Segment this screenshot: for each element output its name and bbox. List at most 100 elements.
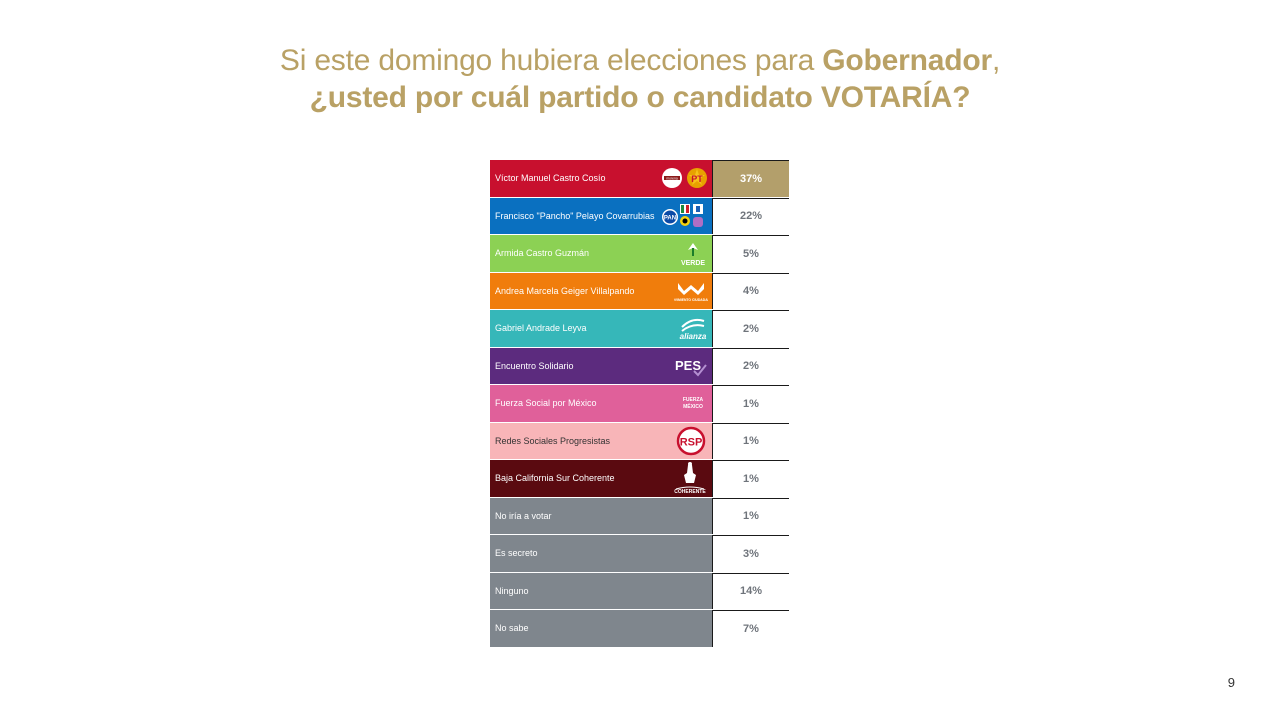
table-row: Víctor Manuel Castro Cosío morena PT 37%	[490, 160, 789, 197]
title-line-1-text: Si este domingo hubiera elecciones para	[279, 44, 823, 77]
row-label: Encuentro Solidario	[495, 360, 574, 371]
svg-text:morena: morena	[666, 177, 678, 181]
column-divider	[712, 272, 713, 309]
column-divider	[712, 535, 713, 572]
svg-text:RSP: RSP	[680, 436, 703, 448]
row-label: Víctor Manuel Castro Cosío	[495, 173, 606, 184]
row-label: Redes Sociales Progresistas	[495, 435, 611, 446]
row-value: 3%	[713, 535, 789, 572]
row-value: 7%	[713, 610, 789, 647]
table-row: No sabe 7%	[490, 610, 789, 647]
pes-logo: PES	[674, 348, 708, 385]
table-row: Gabriel Andrade Leyva alianza 2%	[490, 310, 789, 347]
table-row: Encuentro Solidario PES 2%	[490, 347, 789, 385]
row-label: Francisco "Pancho" Pelayo Covarrubias	[495, 210, 655, 221]
row-label: Baja California Sur Coherente	[495, 473, 615, 484]
row-label: Ninguno	[495, 585, 529, 596]
title-line-1-punct: ,	[991, 44, 1001, 77]
title-line-1-bold: Gobernador	[822, 44, 992, 77]
column-divider	[712, 197, 713, 234]
pt-logo-icon: PT	[687, 168, 707, 189]
svg-text:MOVIMIENTO CIUDADANO: MOVIMIENTO CIUDADANO	[674, 298, 708, 302]
row-label-cell: Andrea Marcela Geiger Villalpando MOVIMIE…	[490, 272, 712, 310]
row-label-cell: Ninguno	[490, 572, 712, 609]
results-table: Víctor Manuel Castro Cosío morena PT 37% Fra…	[490, 160, 789, 648]
fuerza-por-mexico-logo: FUERZA MÉXICO	[678, 385, 708, 422]
row-value: 2%	[713, 310, 789, 347]
row-label-cell: Armida Castro Guzmán VERDE	[490, 235, 712, 272]
column-divider	[712, 235, 713, 272]
row-label: Andrea Marcela Geiger Villalpando	[495, 285, 635, 296]
morena-logo-icon: morena	[662, 168, 682, 189]
row-value: 1%	[713, 497, 789, 534]
table-row: Ninguno 14%	[490, 572, 789, 609]
row-label-cell: No iría a votar	[490, 497, 712, 534]
movimiento-ciudadano-logo: MOVIMIENTO CIUDADANO	[674, 273, 708, 310]
nueva-alianza-logo: alianza	[676, 310, 708, 347]
title-line-2: ¿usted por cuál partido o candidato VOTA…	[0, 79, 1280, 116]
row-label-cell: Francisco "Pancho" Pelayo Covarrubias PAN	[490, 197, 712, 235]
page-number: 9	[1227, 675, 1235, 690]
row-value: 37%	[713, 160, 789, 197]
rsp-logo: RSP	[674, 423, 708, 460]
table-row: Baja California Sur Coherente COHERENTE 1%	[490, 460, 789, 497]
svg-text:PAN: PAN	[664, 215, 676, 221]
table-row: Es secreto 3%	[490, 535, 789, 572]
rsp-logo-icon: RSP	[676, 426, 706, 455]
pes-logo-icon: PES	[675, 358, 707, 377]
column-divider	[712, 497, 713, 534]
row-label-cell: Gabriel Andrade Leyva alianza	[490, 310, 712, 347]
row-value: 2%	[713, 347, 789, 384]
table-row: Redes Sociales Progresistas RSP 1%	[490, 422, 789, 460]
row-label: Armida Castro Guzmán	[495, 248, 590, 259]
column-divider	[712, 572, 713, 609]
table-row: No iría a votar 1%	[490, 497, 789, 534]
row-label-cell: Fuerza Social por México FUERZA MÉXICO	[490, 385, 712, 422]
table-row: Armida Castro Guzmán VERDE 5%	[490, 235, 789, 272]
row-label-cell: No sabe	[490, 610, 712, 647]
svg-text:FUERZA: FUERZA	[683, 397, 704, 403]
column-divider	[712, 610, 713, 647]
row-label: Gabriel Andrade Leyva	[495, 323, 587, 334]
movimiento-ciudadano-logo-icon: MOVIMIENTO CIUDADANO	[674, 282, 708, 302]
column-divider	[712, 310, 713, 347]
row-label-cell: Redes Sociales Progresistas RSP	[490, 422, 712, 460]
row-value: 5%	[713, 235, 789, 272]
column-divider	[712, 385, 713, 422]
svg-text:PES: PES	[675, 358, 701, 373]
table-row: Francisco "Pancho" Pelayo Covarrubias PAN…	[490, 197, 789, 235]
row-label: No iría a votar	[495, 510, 552, 521]
row-value: 14%	[713, 572, 789, 609]
svg-text:COHERENTE: COHERENTE	[674, 489, 706, 495]
table-row: Fuerza Social por México FUERZA MÉXICO 1%	[490, 385, 789, 422]
coalition-logos-icon: PAN	[662, 203, 703, 227]
svg-text:MÉXICO: MÉXICO	[683, 402, 703, 410]
svg-text:VERDE: VERDE	[681, 260, 705, 267]
morena-pt-logo: morena PT	[661, 160, 708, 197]
column-divider	[712, 460, 713, 497]
pan-pri-prd-coalition-logo: PAN	[660, 198, 708, 235]
table-row: Andrea Marcela Geiger Villalpando MOVIMIE…	[490, 272, 789, 310]
row-value: 1%	[713, 460, 789, 497]
row-value: 22%	[713, 197, 789, 234]
column-divider	[712, 160, 713, 197]
column-divider	[712, 347, 713, 384]
row-label-cell: Baja California Sur Coherente COHERENTE	[490, 460, 712, 497]
row-value: 1%	[713, 385, 789, 422]
row-label: Es secreto	[495, 548, 538, 559]
column-divider	[712, 422, 713, 459]
verde-logo-icon: VERDE	[678, 238, 708, 269]
row-label: Fuerza Social por México	[495, 398, 597, 409]
title-line-2-text: ¿usted por cuál partido o candidato VOTA…	[309, 81, 971, 114]
page-title: Si este domingo hubiera elecciones para …	[0, 42, 1280, 116]
bcs-coherente-logo-icon: COHERENTE	[674, 462, 706, 495]
row-label-cell: Es secreto	[490, 535, 712, 572]
nueva-alianza-logo-icon: alianza	[680, 319, 707, 341]
svg-text:PT: PT	[691, 174, 703, 184]
title-line-1: Si este domingo hubiera elecciones para …	[0, 42, 1280, 79]
svg-text:alianza: alianza	[680, 332, 707, 341]
row-label-cell: Víctor Manuel Castro Cosío morena PT	[490, 160, 712, 197]
row-label: No sabe	[495, 623, 529, 634]
row-value: 1%	[713, 422, 789, 459]
